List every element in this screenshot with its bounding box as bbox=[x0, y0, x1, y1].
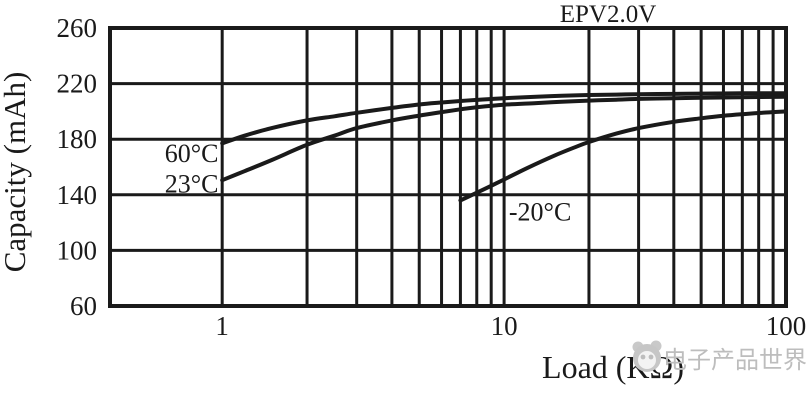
grid-layer bbox=[108, 26, 788, 308]
curve-layer bbox=[220, 91, 788, 203]
watermark: 电子产品世界 bbox=[632, 340, 807, 374]
x-tick-label: 1 bbox=[215, 311, 229, 341]
y-axis-title: Capacity (mAh) bbox=[0, 72, 32, 273]
series-label-layer: 60°C23°C -20°C bbox=[165, 139, 572, 226]
curve-23°C bbox=[220, 94, 788, 183]
y-tick-label: 140 bbox=[57, 180, 98, 210]
tick-layer: 60 100 140 180 220 260 1 10 100 bbox=[57, 13, 807, 341]
y-tick-label: 220 bbox=[57, 69, 98, 99]
curve-label-60°C: 60°C bbox=[165, 139, 219, 168]
eepw-panda-logo-icon bbox=[632, 340, 662, 372]
watermark-text: 电子产品世界 bbox=[663, 346, 807, 374]
y-tick-label: 60 bbox=[70, 291, 97, 321]
curve--20°C bbox=[458, 109, 788, 203]
y-tick-label: 180 bbox=[57, 124, 98, 154]
x-tick-label: 100 bbox=[766, 311, 807, 341]
chart-title: EPV2.0V bbox=[560, 1, 657, 28]
y-tick-label: 260 bbox=[57, 13, 98, 43]
x-tick-label: 10 bbox=[491, 311, 518, 341]
y-tick-label: 100 bbox=[57, 235, 98, 265]
plot-border bbox=[108, 26, 788, 308]
curve-60°C bbox=[220, 91, 788, 146]
curve-label-23°C: 23°C bbox=[165, 170, 219, 199]
curve-label--20°C: -20°C bbox=[509, 197, 571, 226]
